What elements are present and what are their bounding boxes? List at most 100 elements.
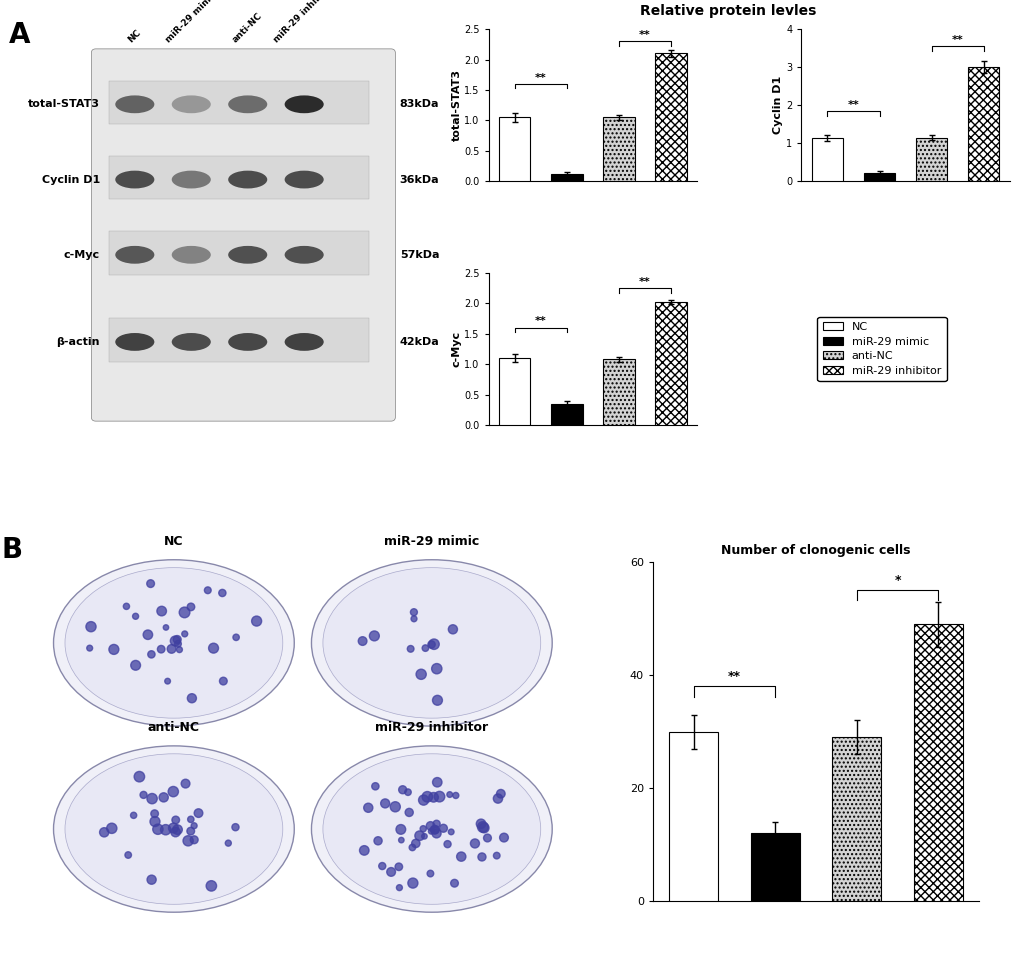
- Point: [120, 847, 137, 862]
- Text: anti-NC: anti-NC: [231, 12, 264, 45]
- Point: [144, 791, 160, 806]
- Point: [411, 828, 427, 843]
- Ellipse shape: [284, 246, 323, 264]
- Point: [452, 849, 469, 864]
- Text: 57kDa: 57kDa: [399, 250, 439, 260]
- Ellipse shape: [284, 333, 323, 351]
- Text: **: **: [534, 73, 546, 82]
- Point: [220, 835, 236, 851]
- Point: [131, 769, 148, 785]
- Point: [425, 790, 441, 805]
- Text: miR-29 inhibitor: miR-29 inhibitor: [375, 721, 488, 734]
- Point: [408, 835, 424, 851]
- Point: [474, 849, 490, 864]
- Title: Relative protein levles: Relative protein levles: [640, 4, 816, 18]
- Point: [144, 872, 160, 888]
- Point: [413, 667, 429, 682]
- Point: [419, 789, 435, 804]
- Bar: [498, 359, 530, 425]
- Point: [394, 782, 411, 797]
- Ellipse shape: [65, 754, 282, 904]
- Bar: [655, 302, 686, 425]
- Point: [367, 778, 383, 794]
- Point: [140, 627, 156, 642]
- Point: [399, 785, 416, 800]
- Text: 83kDa: 83kDa: [399, 99, 439, 109]
- Point: [479, 830, 495, 846]
- Ellipse shape: [53, 746, 293, 912]
- Ellipse shape: [323, 754, 540, 904]
- Ellipse shape: [53, 560, 293, 726]
- Bar: [109, 80, 369, 124]
- Text: NC: NC: [126, 28, 143, 45]
- Text: miR-29 inhibitor: miR-29 inhibitor: [271, 0, 336, 45]
- Text: c-Myc: c-Myc: [64, 250, 100, 260]
- Point: [426, 822, 442, 837]
- Point: [374, 859, 390, 874]
- Bar: [603, 117, 634, 181]
- Point: [249, 613, 265, 629]
- Point: [167, 812, 183, 828]
- Point: [147, 814, 163, 829]
- Point: [415, 793, 431, 808]
- Point: [155, 790, 171, 805]
- Point: [429, 774, 445, 790]
- Text: total-STAT3: total-STAT3: [29, 99, 100, 109]
- Ellipse shape: [284, 95, 323, 113]
- Point: [191, 805, 207, 821]
- Point: [165, 821, 181, 836]
- Point: [473, 816, 489, 831]
- Point: [185, 832, 202, 848]
- Y-axis label: Cyclin D1: Cyclin D1: [772, 77, 783, 135]
- Point: [143, 576, 159, 591]
- Point: [182, 824, 199, 839]
- Ellipse shape: [171, 171, 211, 189]
- Text: 42kDa: 42kDa: [399, 337, 439, 347]
- Point: [442, 825, 459, 840]
- Point: [488, 848, 504, 863]
- Point: [387, 799, 404, 815]
- Bar: [832, 737, 880, 901]
- Ellipse shape: [171, 95, 211, 113]
- Point: [150, 822, 166, 837]
- Text: B: B: [2, 536, 23, 564]
- Point: [106, 641, 122, 657]
- Point: [435, 821, 451, 836]
- Point: [118, 599, 135, 614]
- Point: [416, 828, 432, 844]
- Point: [431, 789, 447, 804]
- Ellipse shape: [284, 171, 323, 189]
- Text: A: A: [9, 21, 31, 49]
- Bar: [750, 833, 799, 901]
- Point: [360, 800, 376, 816]
- Point: [183, 691, 200, 706]
- Bar: [498, 117, 530, 181]
- Point: [406, 611, 422, 627]
- Text: *: *: [894, 575, 900, 587]
- Point: [157, 822, 173, 837]
- Point: [377, 796, 393, 811]
- Point: [428, 826, 444, 841]
- Point: [427, 822, 443, 837]
- Point: [422, 818, 438, 833]
- Text: miR-29 mimic: miR-29 mimic: [163, 0, 219, 45]
- Point: [165, 784, 181, 799]
- Y-axis label: c-Myc: c-Myc: [451, 330, 461, 367]
- Title: Number of clonogenic cells: Number of clonogenic cells: [720, 544, 910, 556]
- Point: [392, 822, 409, 837]
- Point: [429, 693, 445, 708]
- Bar: [967, 67, 999, 181]
- Point: [392, 832, 409, 848]
- Point: [182, 599, 199, 614]
- Point: [163, 641, 179, 657]
- Ellipse shape: [171, 246, 211, 264]
- Point: [405, 875, 421, 891]
- Text: Cyclin D1: Cyclin D1: [42, 174, 100, 184]
- Point: [159, 673, 175, 689]
- Point: [169, 632, 185, 647]
- Point: [391, 880, 408, 895]
- Text: **: **: [951, 35, 963, 45]
- Point: [169, 636, 185, 651]
- Point: [205, 641, 221, 656]
- Point: [492, 786, 508, 801]
